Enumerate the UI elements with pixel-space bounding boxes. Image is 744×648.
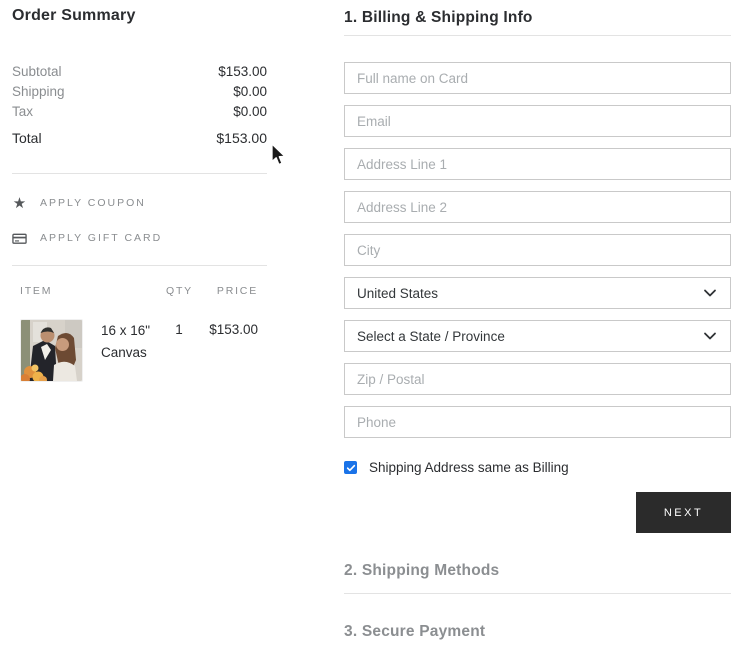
tax-value: $0.00: [233, 104, 267, 119]
apply-coupon-label: APPLY COUPON: [40, 197, 146, 209]
checkout-panel: 1. Billing & Shipping Info United States…: [344, 0, 731, 648]
step3-heading: 3. Secure Payment: [344, 623, 486, 640]
divider: [344, 35, 731, 36]
divider: [12, 173, 267, 174]
shipping-same-checkbox[interactable]: [344, 461, 357, 474]
order-summary-title: Order Summary: [12, 7, 136, 24]
country-select[interactable]: United States: [344, 277, 731, 309]
shipping-same-checkbox-row: Shipping Address same as Billing: [344, 460, 569, 475]
shipping-same-label: Shipping Address same as Billing: [369, 460, 569, 475]
total-label: Total: [12, 130, 42, 146]
step1-heading: 1. Billing & Shipping Info: [344, 9, 533, 26]
summary-row-total: Total $153.00: [12, 128, 267, 148]
star-icon: ★: [12, 194, 27, 212]
address2-input[interactable]: [344, 191, 731, 223]
fullname-input[interactable]: [344, 62, 731, 94]
divider: [12, 265, 267, 266]
tax-label: Tax: [12, 104, 34, 119]
subtotal-label: Subtotal: [12, 64, 62, 79]
email-input[interactable]: [344, 105, 731, 137]
state-select[interactable]: Select a State / Province: [344, 320, 731, 352]
address1-input[interactable]: [344, 148, 731, 180]
item-thumbnail-wedding-couple-photo: [21, 320, 82, 381]
items-header-qty: QTY: [166, 285, 193, 297]
summary-row-tax: Tax $0.00: [12, 102, 267, 122]
apply-gift-card-label: APPLY GIFT CARD: [40, 232, 163, 244]
phone-input[interactable]: [344, 406, 731, 438]
chevron-down-icon: [702, 285, 718, 301]
chevron-down-icon: [702, 328, 718, 344]
item-name: 16 x 16" Canvas: [101, 323, 151, 360]
step2-heading: 2. Shipping Methods: [344, 562, 500, 579]
state-selected-value: Select a State / Province: [357, 328, 505, 344]
apply-coupon-button[interactable]: ★ APPLY COUPON: [12, 194, 146, 212]
items-header-price: PRICE: [216, 285, 258, 297]
zip-input[interactable]: [344, 363, 731, 395]
total-value: $153.00: [216, 130, 267, 146]
credit-card-icon: [12, 231, 27, 246]
item-price: $153.00: [209, 322, 258, 337]
divider: [344, 593, 731, 594]
item-qty: 1: [175, 322, 183, 337]
next-button[interactable]: NEXT: [636, 492, 731, 533]
items-header-item: ITEM: [20, 285, 53, 297]
order-summary-panel: Order Summary Subtotal $153.00 Shipping …: [0, 0, 300, 648]
summary-row-shipping: Shipping $0.00: [12, 82, 267, 102]
check-icon: [346, 464, 355, 471]
country-selected-value: United States: [357, 285, 439, 301]
shipping-value: $0.00: [233, 84, 267, 99]
shipping-label: Shipping: [12, 84, 65, 99]
city-input[interactable]: [344, 234, 731, 266]
subtotal-value: $153.00: [218, 64, 267, 79]
apply-gift-card-button[interactable]: APPLY GIFT CARD: [12, 229, 162, 247]
summary-row-subtotal: Subtotal $153.00: [12, 62, 267, 82]
